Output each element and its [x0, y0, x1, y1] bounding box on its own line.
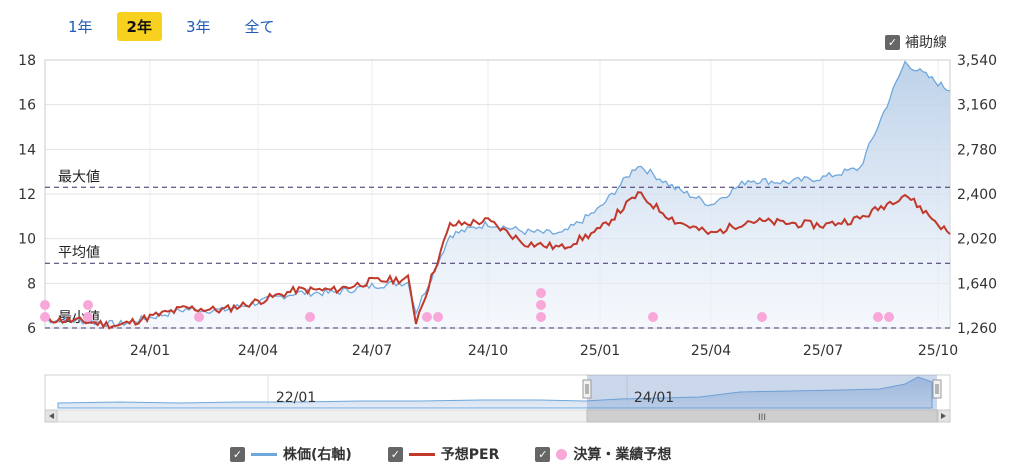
legend-label-earnings: 決算・業績予想: [573, 447, 672, 463]
earnings-dot: [884, 312, 894, 322]
earnings-dot-swatch: [556, 448, 568, 460]
navigator-tick-label: 24/01: [634, 390, 674, 406]
earnings-dot: [83, 300, 93, 310]
navigator-selection: [587, 375, 937, 410]
y-left-tick-label: 10: [18, 232, 36, 248]
y-left-tick-label: 16: [18, 98, 36, 114]
earnings-dot: [873, 312, 883, 322]
x-tick-label: 25/07: [803, 343, 843, 359]
x-tick-label: 24/07: [352, 343, 392, 359]
earnings-dot: [422, 312, 432, 322]
navigator[interactable]: 22/01 24/01 III: [44, 374, 951, 423]
y-right-tick-label: 3,540: [957, 53, 997, 69]
earnings-dot: [40, 300, 50, 310]
checkbox-checked-icon[interactable]: ✓: [885, 34, 900, 50]
checkbox-checked-icon[interactable]: ✓: [230, 446, 245, 462]
y-right-tick-label: 2,400: [957, 187, 997, 203]
earnings-dot: [433, 312, 443, 322]
price-area-fill: [45, 61, 950, 328]
earnings-dot: [40, 312, 50, 322]
scrollbar-grip: III: [758, 413, 766, 423]
x-tick-label: 25/10: [918, 343, 958, 359]
navigator-tick-label: 22/01: [276, 390, 316, 406]
y-left-tick-label: 8: [27, 276, 36, 292]
earnings-dots: [40, 288, 894, 322]
x-tick-label: 25/01: [580, 343, 620, 359]
legend-item-per[interactable]: ✓ 予想PER: [387, 444, 500, 464]
y-left-tick-label: 6: [27, 321, 36, 337]
range-tab-all[interactable]: 全て: [244, 18, 275, 36]
y-left-tick-label: 12: [18, 187, 36, 203]
earnings-dot: [536, 312, 546, 322]
x-tick-label: 24/01: [130, 343, 170, 359]
scrollbar-thumb: [586, 409, 938, 423]
reference-label: 平均値: [58, 245, 100, 261]
range-tabs: 1年 2年 3年 全て: [58, 12, 285, 41]
earnings-dot: [648, 312, 658, 322]
range-tab-1y[interactable]: 1年: [68, 18, 93, 36]
legend-item-price[interactable]: ✓ 株価(右軸): [230, 444, 352, 464]
earnings-dot: [305, 312, 315, 322]
y-right-tick-label: 1,260: [957, 321, 997, 337]
y-right-tick-label: 2,780: [957, 142, 997, 158]
legend-label-per: 予想PER: [440, 447, 500, 463]
navigator-handle: [932, 379, 942, 399]
x-tick-label: 24/10: [468, 343, 508, 359]
range-tab-3y[interactable]: 3年: [185, 18, 211, 36]
y-right-tick-label: 2,020: [957, 232, 997, 248]
navigator-handle: [582, 379, 592, 399]
y-right-tick-label: 3,160: [957, 98, 997, 114]
earnings-dot: [536, 300, 546, 310]
range-tab-2y[interactable]: 2年: [116, 12, 162, 41]
earnings-dot: [757, 312, 767, 322]
price-line-swatch: [251, 452, 277, 456]
x-tick-label: 24/04: [238, 343, 278, 359]
aux-lines-toggle[interactable]: ✓ 補助線: [885, 32, 947, 52]
arrow-left-icon: [49, 413, 54, 419]
legend: ✓ 株価(右軸) ✓ 予想PER ✓ 決算・業績予想: [230, 444, 671, 464]
legend-label-price: 株価(右軸): [283, 447, 352, 463]
checkbox-checked-icon[interactable]: ✓: [535, 446, 551, 462]
earnings-dot: [536, 288, 546, 298]
earnings-dot: [194, 312, 204, 322]
y-right-tick-label: 1,640: [957, 276, 997, 292]
navigator-series: [57, 376, 933, 409]
reference-label: 最大値: [58, 169, 100, 185]
aux-lines-label: 補助線: [905, 35, 947, 51]
series-lines: [44, 60, 951, 330]
per-line: [44, 191, 951, 330]
y-left-tick-label: 18: [18, 53, 36, 69]
axes: 6 8 10 12 14 16 18 1,260 1,640 2,020 2,400 2,780 3,1…: [18, 53, 997, 359]
price-area: [45, 61, 950, 328]
checkbox-checked-icon[interactable]: ✓: [387, 446, 403, 462]
legend-item-earnings[interactable]: ✓ 決算・業績予想: [535, 444, 671, 464]
arrow-right-icon: [941, 413, 946, 419]
y-left-tick-label: 14: [18, 142, 36, 158]
x-tick-label: 25/04: [691, 343, 731, 359]
per-line-swatch: [408, 452, 435, 456]
earnings-dot: [83, 312, 93, 322]
